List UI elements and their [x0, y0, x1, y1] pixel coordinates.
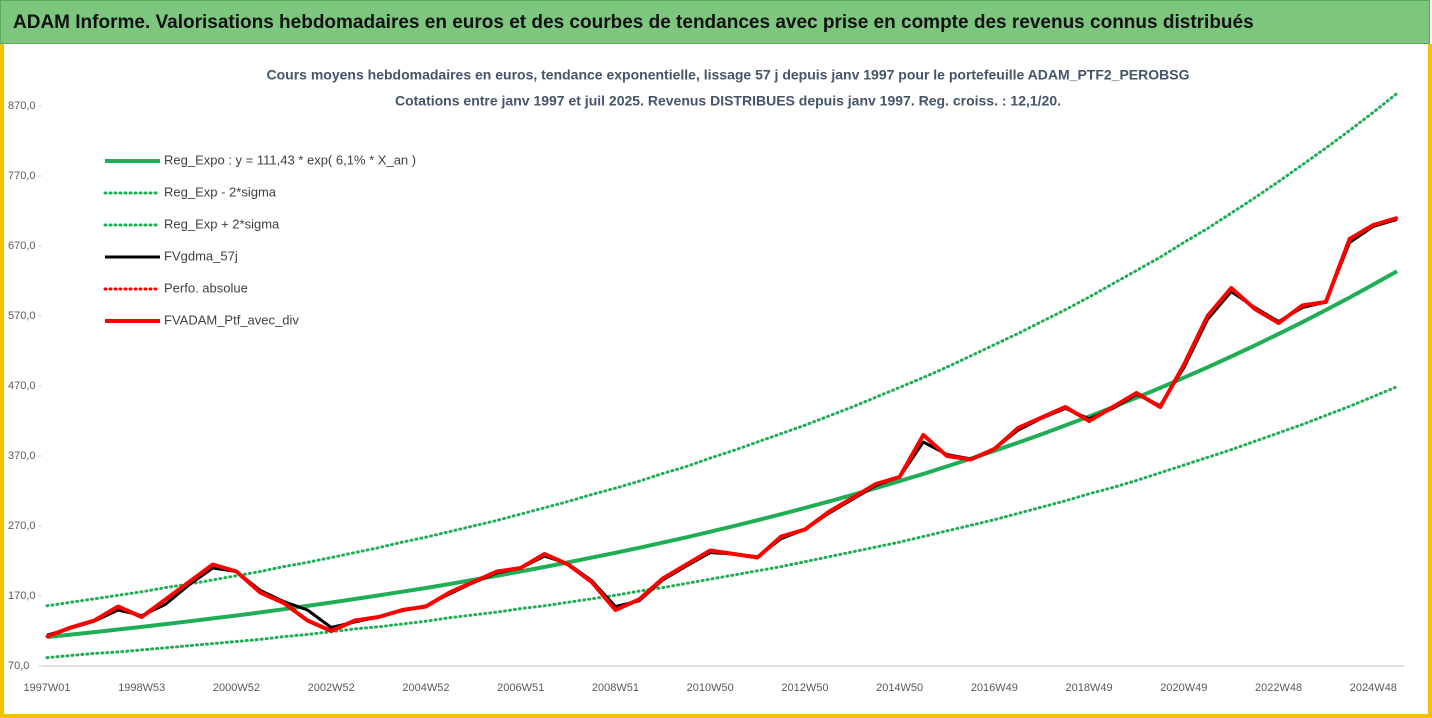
- legend-label: Perfo. absolue: [164, 280, 248, 295]
- y-tick-label: 670,0: [8, 240, 36, 252]
- series-line: [45, 385, 1399, 660]
- legend-label: Reg_Exp + 2*sigma: [164, 216, 280, 231]
- left-border: [0, 44, 4, 718]
- header-title: ADAM Informe. Valorisations hebdomadaire…: [0, 0, 1430, 44]
- x-tick-label: 2024W48: [1350, 682, 1397, 694]
- y-tick-label: 270,0: [8, 520, 36, 532]
- x-tick-label: 2000W52: [213, 682, 260, 694]
- x-tick-label: 1998W53: [118, 682, 165, 694]
- x-tick-label: 2016W49: [971, 682, 1018, 694]
- x-tick-label: 2012W50: [781, 682, 828, 694]
- x-tick-label: 2006W51: [497, 682, 544, 694]
- right-border: [1428, 44, 1432, 718]
- y-tick-label: 70,0: [8, 660, 29, 672]
- x-tick-label: 2018W49: [1066, 682, 1113, 694]
- x-tick-label: 2014W50: [876, 682, 923, 694]
- y-tick-label: 370,0: [8, 450, 36, 462]
- legend-label: FVADAM_Ptf_avec_div: [164, 312, 299, 327]
- x-tick-label: 1997W01: [23, 682, 70, 694]
- x-tick-label: 2004W52: [402, 682, 449, 694]
- x-tick-label: 2008W51: [592, 682, 639, 694]
- series-line: [46, 216, 1398, 639]
- x-tick-label: 2020W49: [1160, 682, 1207, 694]
- y-tick-label: 470,0: [8, 380, 36, 392]
- x-tick-label: 2010W50: [687, 682, 734, 694]
- chart-title: Cours moyens hebdomadaires en euros, ten…: [267, 67, 1190, 83]
- y-tick-label: 170,0: [8, 590, 36, 602]
- bottom-border: [0, 714, 1432, 718]
- legend-label: FVgdma_57j: [164, 248, 238, 263]
- x-tick-label: 2022W48: [1255, 682, 1302, 694]
- y-tick-label: 870,0: [8, 100, 36, 112]
- x-tick-label: 2002W52: [308, 682, 355, 694]
- chart-subtitle: Cotations entre janv 1997 et juil 2025. …: [395, 93, 1061, 109]
- legend-label: Reg_Exp - 2*sigma: [164, 184, 277, 199]
- y-tick-label: 570,0: [8, 310, 36, 322]
- y-tick-label: 770,0: [8, 170, 36, 182]
- legend-label: Reg_Expo : y = 111,43 * exp( 6,1% * X_an…: [164, 152, 416, 167]
